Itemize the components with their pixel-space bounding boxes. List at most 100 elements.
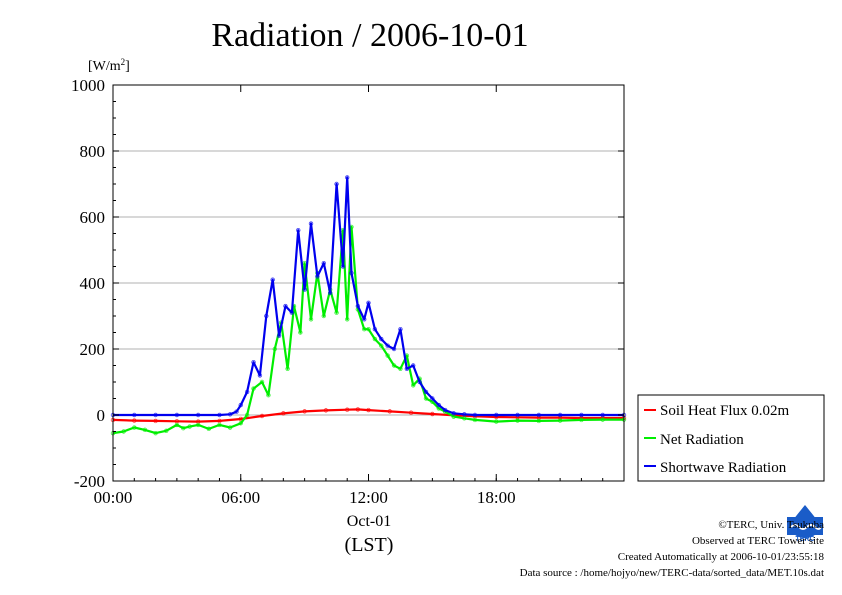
y-axis-label: [W/m2] [88, 57, 130, 74]
legend-box [637, 394, 825, 482]
data-point [323, 408, 329, 413]
data-point [153, 418, 158, 424]
y-tick-label: 0 [97, 406, 106, 425]
data-point [462, 412, 467, 417]
data-point [536, 412, 542, 418]
data-point [187, 424, 192, 429]
data-point [472, 412, 478, 418]
data-point [327, 290, 333, 296]
credit-copyright: ©TERC, Univ. Tsukuba [718, 519, 824, 531]
data-point [227, 425, 233, 430]
data-point [366, 327, 371, 332]
data-point [557, 418, 563, 423]
data-point [398, 327, 403, 332]
data-point [579, 417, 584, 423]
credit-source: Data source : /home/hojyo/new/TERC-data/… [519, 567, 824, 579]
data-point [411, 383, 416, 388]
axis-ticks: -200 0 200 400 600 800 1000 00:00 06:00 12:00 18:0… [71, 76, 625, 507]
data-point [404, 366, 410, 371]
data-point [366, 407, 371, 413]
y-tick-label: 1000 [71, 76, 105, 95]
data-point [174, 422, 180, 428]
data-point [195, 422, 201, 428]
data-point [281, 411, 286, 416]
data-point [164, 428, 169, 434]
data-point [557, 412, 563, 418]
data-point [362, 317, 367, 322]
x-tick-label: 18:00 [477, 488, 516, 507]
data-point [121, 429, 126, 434]
series-net-radiation [110, 224, 627, 436]
data-point [391, 363, 397, 368]
data-point [264, 313, 269, 319]
x-axis-date-label: Oct-01 [347, 513, 391, 530]
data-point [132, 412, 137, 418]
y-axis-label-unit: [W/m [88, 59, 121, 74]
data-point [321, 313, 326, 319]
data-point [283, 303, 288, 309]
series-layer [110, 175, 627, 436]
data-point [536, 418, 542, 424]
data-point [298, 330, 303, 335]
data-point [259, 413, 265, 419]
data-point [366, 300, 371, 305]
data-point [153, 430, 158, 436]
data-point [345, 317, 350, 322]
data-point [345, 175, 350, 180]
series-line [112, 408, 624, 423]
data-point [408, 410, 414, 415]
data-point [308, 317, 314, 322]
data-point [272, 346, 278, 352]
data-point [259, 379, 265, 385]
data-point [132, 425, 137, 430]
data-point [321, 261, 326, 266]
y-tick-label: -200 [74, 472, 105, 491]
data-point [423, 396, 429, 401]
data-point [355, 303, 361, 309]
data-point [206, 426, 212, 432]
data-point [251, 360, 256, 365]
data-point [251, 386, 256, 391]
series-shortwave-radiation [110, 175, 627, 418]
terc-logo-base [787, 517, 823, 535]
grid-lines [113, 150, 624, 416]
data-point [257, 373, 263, 378]
chart-title: Radiation / 2006-10-01 [211, 17, 528, 54]
data-point [238, 416, 243, 422]
data-point [355, 407, 361, 412]
data-point [472, 417, 478, 423]
credits: ©TERC, Univ. Tsukuba Observed at TERC To… [520, 519, 824, 583]
data-point [391, 346, 397, 352]
x-tick-label: 12:00 [349, 488, 388, 507]
data-point [266, 393, 271, 398]
data-point [334, 310, 339, 315]
data-point [302, 409, 307, 414]
data-point [423, 389, 429, 395]
data-point [442, 407, 448, 413]
data-point [494, 412, 499, 418]
data-point [289, 310, 295, 315]
data-point [385, 353, 390, 358]
data-point [349, 270, 354, 276]
data-point [195, 412, 201, 418]
data-point [385, 343, 390, 348]
data-point [411, 363, 416, 368]
data-point [372, 327, 378, 332]
y-tick-label: 600 [80, 208, 106, 227]
data-point [340, 264, 346, 269]
data-point [238, 402, 243, 408]
legend-label-shortwave-radiation: Shortwave Radiation [660, 460, 787, 476]
data-point [372, 336, 378, 342]
credit-observed: Observed at TERC Tower site [691, 535, 824, 547]
data-point [379, 336, 384, 342]
data-point [600, 417, 605, 422]
legend-label-net-radiation: Net Radiation [660, 432, 744, 448]
y-tick-label: 800 [80, 142, 106, 161]
terc-logo-text: TERC [795, 536, 814, 543]
data-point [345, 407, 350, 412]
y-axis-label-sup: 2 [121, 57, 126, 67]
series-line [112, 225, 624, 435]
data-point [270, 277, 275, 282]
series-soil-heat-flux-0-02m [110, 407, 627, 424]
